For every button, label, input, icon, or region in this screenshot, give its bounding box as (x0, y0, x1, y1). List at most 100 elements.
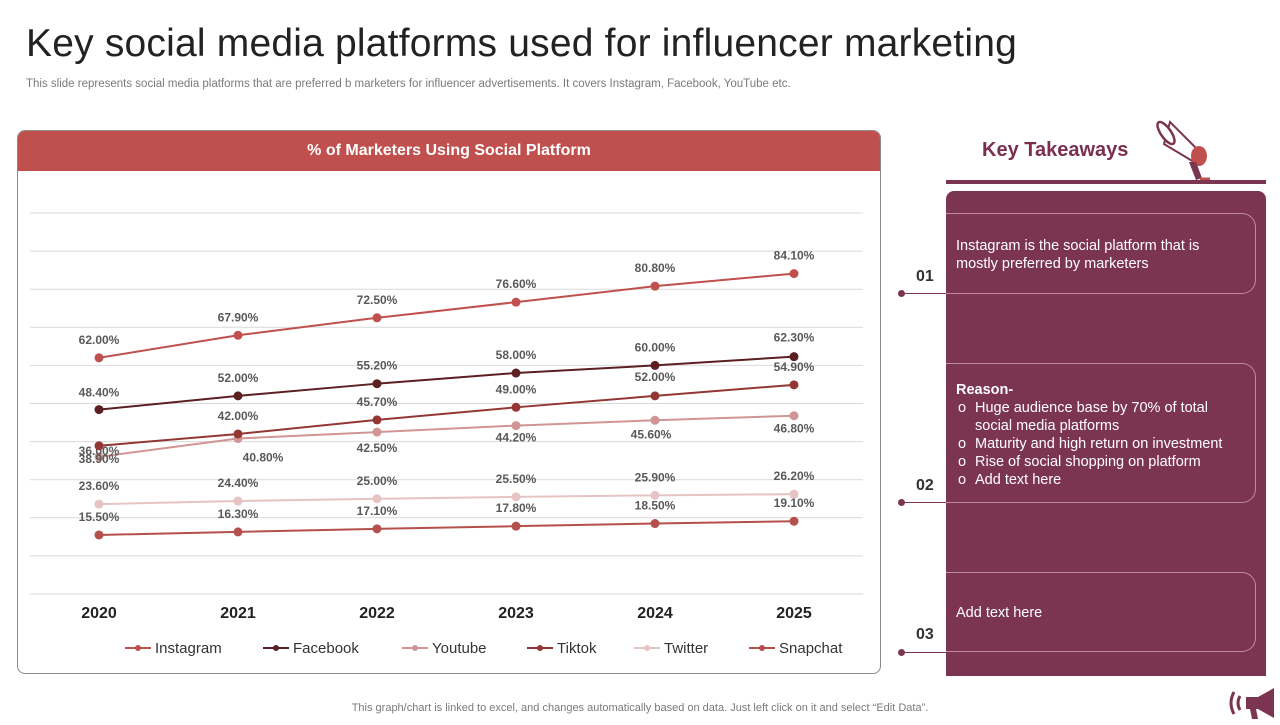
data-point-youtube (650, 415, 660, 425)
legend-label: Instagram (155, 640, 222, 657)
data-point-facebook (650, 360, 660, 370)
takeaways-divider (946, 180, 1266, 184)
data-label: 44.20% (496, 431, 537, 445)
data-point-snapchat (94, 530, 104, 540)
data-label: 62.30% (774, 331, 815, 345)
data-point-instagram (511, 297, 521, 307)
line-chart[interactable]: 2020 2021 2022 2023 2024 2025 62.00% 67.90% 72.5… (18, 131, 881, 674)
data-point-facebook (372, 379, 382, 389)
takeaway-2-connector (902, 502, 946, 503)
legend-marker (412, 645, 418, 651)
data-point-youtube (511, 421, 521, 431)
data-point-tiktok (650, 391, 660, 401)
data-point-instagram (233, 330, 243, 340)
takeaway-2-heading: Reason- (956, 382, 1014, 398)
series-line-youtube (98, 414, 795, 458)
data-point-twitter (372, 494, 382, 504)
data-label: 24.40% (218, 476, 259, 490)
legend-label: Youtube (432, 640, 487, 657)
data-label: 55.20% (357, 359, 398, 373)
data-point-instagram (94, 353, 104, 363)
data-label: 17.80% (496, 501, 537, 515)
takeaway-3-number: 03 (916, 626, 934, 643)
data-label: 45.70% (357, 395, 398, 409)
x-tick-label: 2020 (81, 605, 117, 622)
data-point-tiktok (94, 441, 104, 451)
data-label: 76.60% (496, 277, 537, 291)
data-point-tiktok (511, 402, 521, 412)
data-point-facebook (511, 368, 521, 378)
data-point-youtube (789, 411, 799, 421)
data-label: 42.00% (218, 409, 259, 423)
takeaway-2-list: Huge audience base by 70% of total socia… (956, 399, 1245, 489)
legend-marker (537, 645, 543, 651)
data-label: 60.00% (635, 340, 676, 354)
data-label: 25.00% (357, 474, 398, 488)
takeaway-1-dot (898, 290, 905, 297)
legend-label: Twitter (664, 640, 708, 657)
data-label: 38.90% (79, 452, 120, 466)
data-label: 54.90% (774, 360, 815, 374)
legend-marker (759, 645, 765, 651)
data-label: 48.40% (79, 386, 120, 400)
data-point-twitter (94, 499, 104, 509)
data-label: 40.80% (243, 451, 284, 465)
data-label: 23.60% (79, 479, 120, 493)
chart-title: % of Marketers Using Social Platform (18, 131, 880, 171)
legend-label: Facebook (293, 640, 359, 657)
series-line-facebook (98, 355, 795, 411)
megaphone-icon (1228, 686, 1280, 725)
slide-subtitle: This slide represents social media platf… (26, 78, 791, 90)
data-point-snapchat (789, 516, 799, 526)
data-point-youtube (372, 427, 382, 437)
series-line-tiktok (98, 383, 795, 447)
data-point-facebook (233, 391, 243, 401)
megaphone-icon (1156, 116, 1212, 187)
data-label: 52.00% (635, 370, 676, 384)
series-line-twitter (98, 493, 795, 506)
data-label: 72.50% (357, 293, 398, 307)
data-point-tiktok (233, 429, 243, 439)
legend-marker (644, 645, 650, 651)
takeaway-3-dot (898, 649, 905, 656)
legend-marker (135, 645, 141, 651)
legend-label: Tiktok (557, 640, 597, 657)
x-tick-label: 2025 (776, 605, 812, 622)
x-tick-label: 2023 (498, 605, 534, 622)
takeaway-2-bullet: Add text here (956, 471, 1245, 489)
takeaway-1-text: Instagram is the social platform that is… (956, 238, 1200, 272)
data-point-facebook (94, 405, 104, 415)
data-label: 26.20% (774, 469, 815, 483)
data-point-instagram (372, 313, 382, 323)
takeaway-2-bullet: Maturity and high return on investment (956, 435, 1245, 453)
data-label: 58.00% (496, 348, 537, 362)
takeaway-1-number: 01 (916, 268, 934, 285)
x-tick-label: 2024 (637, 605, 673, 622)
data-label: 17.10% (357, 504, 398, 518)
data-label: 42.50% (357, 441, 398, 455)
takeaway-1[interactable]: Instagram is the social platform that is… (946, 213, 1256, 294)
data-point-facebook (789, 352, 799, 362)
series-line-instagram (98, 272, 795, 359)
data-label: 18.50% (635, 499, 676, 513)
data-point-instagram (650, 281, 660, 291)
data-label: 52.00% (218, 371, 259, 385)
data-label: 36.00% (79, 444, 120, 458)
data-point-youtube (94, 452, 104, 462)
data-label: 25.90% (635, 470, 676, 484)
chart-panel[interactable]: % of Marketers Using Social Platform 202… (17, 130, 881, 674)
data-label: 80.80% (635, 261, 676, 275)
takeaway-3[interactable]: Add text here (946, 572, 1256, 652)
data-point-twitter (511, 492, 521, 502)
data-point-tiktok (789, 380, 799, 390)
series-line-snapchat (98, 520, 795, 536)
footer-note: This graph/chart is linked to excel, and… (351, 702, 929, 714)
takeaway-2-bullet: Huge audience base by 70% of total socia… (956, 399, 1245, 435)
takeaway-2[interactable]: Reason- Huge audience base by 70% of tot… (946, 363, 1256, 503)
data-point-snapchat (511, 521, 521, 531)
data-label: 15.50% (79, 510, 120, 524)
data-point-instagram (789, 269, 799, 279)
legend-marker (273, 645, 279, 651)
data-label: 67.90% (218, 310, 259, 324)
data-label: 45.60% (631, 427, 672, 441)
